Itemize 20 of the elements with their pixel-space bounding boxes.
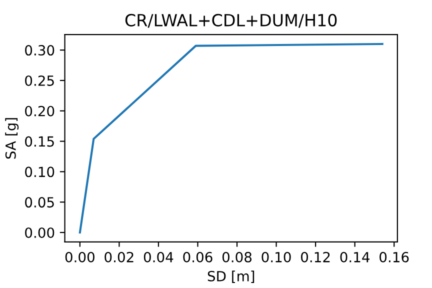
x-tick-label: 0.04 (144, 252, 174, 262)
y-tick-label: 0.10 (25, 166, 54, 178)
x-tick-label: 0.14 (340, 252, 370, 262)
x-tick-label: 0.00 (65, 252, 94, 262)
y-tick-label: 0.30 (25, 45, 54, 56)
line-series (78, 42, 384, 234)
x-axis-title: SD [m] (208, 270, 254, 284)
y-tick-label: 0.00 (25, 227, 54, 238)
y-tick-label: 0.15 (25, 136, 54, 147)
x-tick-label: 0.10 (262, 252, 291, 262)
x-tick-label: 0.12 (301, 252, 330, 262)
x-tick-label: 0.08 (222, 252, 252, 262)
y-tick-label: 0.25 (25, 75, 54, 86)
x-tick-label: 0.16 (380, 252, 409, 262)
y-tick-label: 0.20 (25, 106, 54, 116)
x-tick-label: 0.06 (183, 252, 212, 262)
y-tick-label: 0.05 (25, 197, 54, 208)
x-tick-label: 0.02 (104, 252, 134, 262)
chart-title: CR/LWAL+CDL+DUM/H10 (125, 14, 337, 28)
y-axis-title: SA [g] (5, 118, 19, 159)
